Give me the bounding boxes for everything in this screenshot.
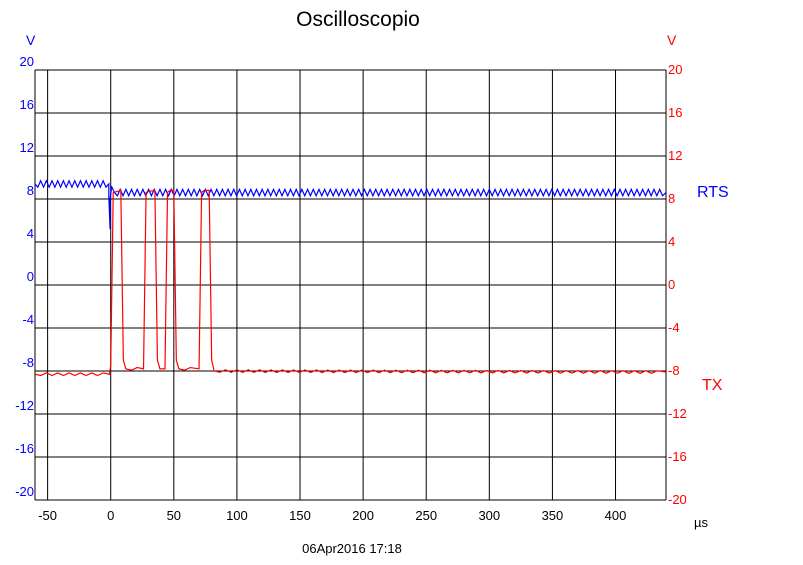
left-tick-label: 12 <box>20 140 34 155</box>
series-label-rts: RTS <box>697 184 729 201</box>
trace-rts <box>34 179 667 230</box>
right-tick-label: 12 <box>668 148 682 163</box>
x-tick-label: 400 <box>605 508 627 523</box>
left-tick-label: 4 <box>27 226 34 241</box>
left-axis-unit: V <box>26 32 36 48</box>
timestamp: 06Apr2016 17:18 <box>302 541 402 556</box>
plot-grid <box>34 69 667 501</box>
x-axis-label: µs <box>694 515 708 530</box>
right-tick-label: -4 <box>668 320 680 335</box>
right-tick-label: -16 <box>668 449 687 464</box>
trace-tx <box>34 189 667 377</box>
left-axis-ticks: 20 16 12 8 4 0 -4 -8 -12 -16 -20 <box>15 54 34 499</box>
left-tick-label: 20 <box>20 54 34 69</box>
left-tick-label: -20 <box>15 484 34 499</box>
x-tick-label: 50 <box>167 508 181 523</box>
right-tick-label: -8 <box>668 363 680 378</box>
x-tick-label: 100 <box>226 508 248 523</box>
series-label-tx: TX <box>702 377 723 394</box>
x-tick-label: 200 <box>352 508 374 523</box>
x-tick-label: 250 <box>415 508 437 523</box>
x-axis-ticks: -50 0 50 100 150 200 250 300 350 400 <box>38 508 626 523</box>
chart-title: Oscilloscopio <box>296 8 420 31</box>
left-tick-label: -16 <box>15 441 34 456</box>
left-tick-label: -8 <box>22 355 34 370</box>
right-axis-ticks: 20 16 12 8 4 0 -4 -8 -12 -16 -20 <box>668 62 687 507</box>
right-axis-unit: V <box>667 32 677 48</box>
x-tick-label: 350 <box>542 508 564 523</box>
right-tick-label: -12 <box>668 406 687 421</box>
left-tick-label: -4 <box>22 312 34 327</box>
x-tick-label: 150 <box>289 508 311 523</box>
left-tick-label: 0 <box>27 269 34 284</box>
x-tick-label: 300 <box>478 508 500 523</box>
right-tick-label: 20 <box>668 62 682 77</box>
left-tick-label: -12 <box>15 398 34 413</box>
right-tick-label: -20 <box>668 492 687 507</box>
right-tick-label: 0 <box>668 277 675 292</box>
right-tick-label: 8 <box>668 191 675 206</box>
left-tick-label: 16 <box>20 97 34 112</box>
left-tick-label: 8 <box>27 183 34 198</box>
right-tick-label: 4 <box>668 234 675 249</box>
right-tick-label: 16 <box>668 105 682 120</box>
x-tick-label: 0 <box>107 508 114 523</box>
x-tick-label: -50 <box>38 508 57 523</box>
traces <box>34 179 667 377</box>
